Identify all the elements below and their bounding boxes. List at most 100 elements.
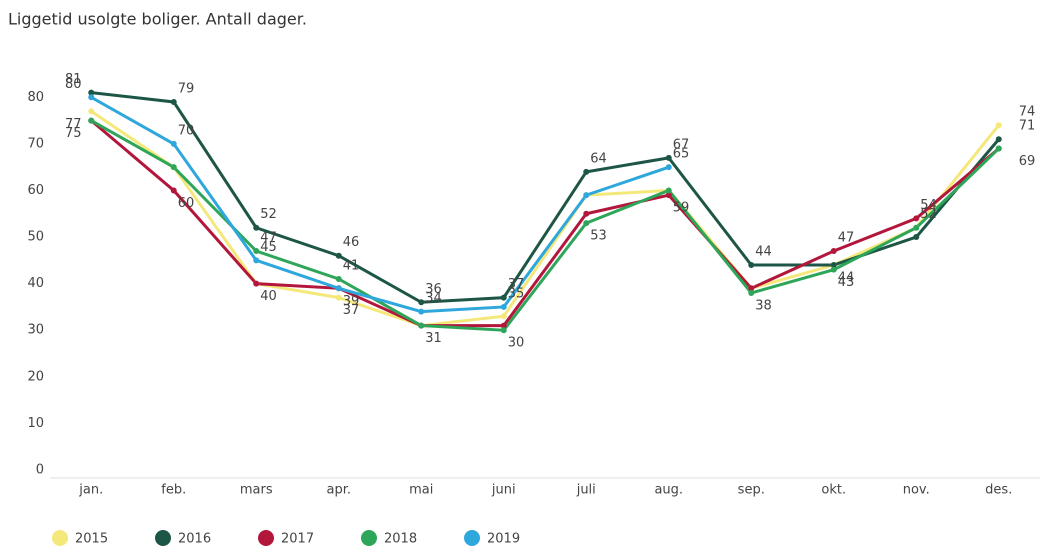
data-label: 79 <box>178 81 195 96</box>
data-label: 75 <box>65 126 82 141</box>
point <box>830 262 837 269</box>
point <box>913 224 920 231</box>
point <box>500 327 507 334</box>
y-tick-label: 30 <box>27 323 44 338</box>
point <box>665 154 672 161</box>
legend-swatch <box>258 530 274 546</box>
chart-title: Liggetid usolgte boliger. Antall dager. <box>8 10 307 29</box>
point <box>170 164 177 171</box>
data-label: 64 <box>590 151 607 166</box>
data-label: 34 <box>425 291 442 306</box>
point <box>500 294 507 301</box>
y-tick-label: 50 <box>27 230 44 245</box>
data-label: 53 <box>590 229 607 244</box>
x-tick-label: des. <box>985 483 1012 498</box>
data-label: 30 <box>508 336 525 351</box>
point <box>748 289 755 296</box>
point <box>170 140 177 147</box>
y-tick-label: 20 <box>27 369 44 384</box>
point <box>913 234 920 241</box>
legend-label: 2016 <box>178 532 211 547</box>
data-label: 54 <box>920 198 937 213</box>
point <box>170 187 177 194</box>
x-tick-label: okt. <box>821 483 846 498</box>
data-label: 77 <box>65 117 82 132</box>
legend-label: 2015 <box>75 532 108 547</box>
point <box>665 164 672 171</box>
data-label: 44 <box>838 271 855 286</box>
x-tick-label: juni <box>491 483 516 498</box>
point <box>418 322 425 329</box>
legend-swatch <box>52 530 68 546</box>
data-label: 47 <box>260 231 277 246</box>
point <box>665 192 672 199</box>
legend-label: 2018 <box>384 532 417 547</box>
legend-label: 2019 <box>487 532 520 547</box>
x-tick-label: mars <box>240 483 273 498</box>
y-tick-label: 0 <box>36 463 44 478</box>
data-label: 43 <box>838 275 855 290</box>
data-label: 67 <box>673 137 690 152</box>
data-label: 38 <box>755 298 772 313</box>
point <box>583 192 590 199</box>
data-label: 36 <box>425 282 442 297</box>
data-label: 60 <box>178 196 195 211</box>
data-label: 39 <box>343 294 360 309</box>
point <box>500 313 507 320</box>
point <box>583 168 590 175</box>
point <box>335 275 342 282</box>
data-label: 70 <box>178 123 195 138</box>
y-tick-label: 40 <box>27 276 44 291</box>
point <box>583 220 590 227</box>
point <box>253 257 260 264</box>
data-label: 81 <box>65 72 82 87</box>
point <box>665 187 672 194</box>
point <box>995 122 1002 129</box>
x-tick-label: jan. <box>78 483 103 498</box>
data-label: 31 <box>425 331 442 346</box>
legend-swatch <box>464 530 480 546</box>
y-tick-label: 10 <box>27 416 44 431</box>
point <box>88 94 95 101</box>
x-tick-label: apr. <box>326 483 351 498</box>
point <box>830 248 837 255</box>
x-tick-label: aug. <box>654 483 683 498</box>
legend-swatch <box>361 530 377 546</box>
data-label: 35 <box>508 286 525 301</box>
x-tick-label: feb. <box>161 483 186 498</box>
point <box>995 136 1002 143</box>
point <box>335 252 342 259</box>
point <box>913 215 920 222</box>
point <box>335 285 342 292</box>
data-label: 52 <box>260 207 277 222</box>
data-label: 37 <box>343 303 360 318</box>
data-label: 69 <box>1019 154 1036 169</box>
y-tick-label: 70 <box>27 136 44 151</box>
point <box>253 280 260 287</box>
series-line <box>90 119 1000 332</box>
point <box>335 294 342 301</box>
data-label: 40 <box>260 289 277 304</box>
point <box>583 210 590 217</box>
point <box>88 89 95 96</box>
data-label: 74 <box>1019 105 1036 120</box>
x-tick-label: juli <box>576 483 596 498</box>
point <box>995 145 1002 152</box>
point <box>418 299 425 306</box>
x-tick-label: nov. <box>903 483 930 498</box>
point <box>253 248 260 255</box>
data-label: 41 <box>343 258 360 273</box>
point <box>748 262 755 269</box>
point <box>418 308 425 315</box>
data-label: 65 <box>673 147 690 162</box>
point <box>830 266 837 273</box>
point <box>500 322 507 329</box>
data-label: 71 <box>1019 119 1036 134</box>
point <box>88 108 95 115</box>
point <box>500 303 507 310</box>
data-label: 44 <box>755 245 772 260</box>
series-line <box>90 95 670 314</box>
series-line <box>90 119 1000 328</box>
x-tick-label: sep. <box>738 483 765 498</box>
